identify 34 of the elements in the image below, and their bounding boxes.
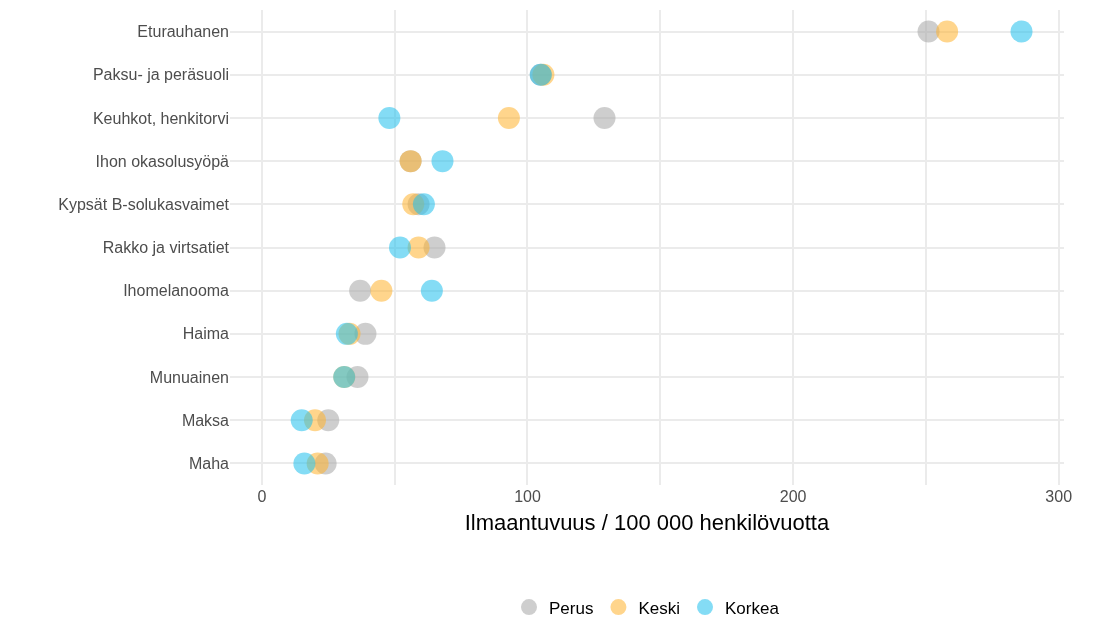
x-tick-label: 100 bbox=[514, 488, 541, 505]
y-tick-label: Rakko ja virtsatiet bbox=[102, 239, 230, 257]
y-tick-label: Munuainen bbox=[149, 368, 229, 386]
y-tick-label: Paksu- ja peräsuoli bbox=[92, 66, 229, 84]
point bbox=[936, 20, 959, 43]
x-tick-label: 300 bbox=[1045, 488, 1073, 505]
point bbox=[420, 279, 443, 302]
point bbox=[407, 236, 430, 259]
y-tick-label: Haima bbox=[182, 325, 230, 343]
point bbox=[389, 236, 411, 259]
y-tick-label: Ihomelanooma bbox=[123, 282, 230, 300]
point bbox=[431, 150, 454, 173]
y-tick-label: Keuhkot, henkitorvi bbox=[92, 109, 229, 127]
point bbox=[370, 279, 393, 302]
legend-label: Keski bbox=[638, 598, 680, 618]
y-tick-label: Eturauhanen bbox=[137, 23, 229, 41]
point bbox=[378, 106, 401, 129]
legend-label: Perus bbox=[549, 598, 594, 618]
point bbox=[293, 452, 316, 475]
point bbox=[412, 193, 435, 216]
x-tick-label: 0 bbox=[257, 488, 267, 505]
y-tick-label: Maksa bbox=[181, 411, 230, 429]
y-tick-label: Kypsät B-solukasvaimet bbox=[58, 195, 230, 213]
y-tick-label: Ihon okasolusyöpä bbox=[95, 152, 230, 170]
x-tick-label: 200 bbox=[779, 488, 807, 505]
legend-label: Korkea bbox=[725, 598, 780, 618]
point bbox=[593, 106, 616, 129]
point bbox=[349, 279, 372, 302]
point bbox=[917, 20, 940, 43]
point bbox=[290, 409, 313, 432]
point bbox=[497, 106, 520, 129]
y-tick-label: Maha bbox=[188, 455, 230, 473]
point bbox=[1010, 20, 1033, 43]
x-axis-title: Ilmaantuvuus / 100 000 henkilövuotta bbox=[464, 509, 830, 535]
